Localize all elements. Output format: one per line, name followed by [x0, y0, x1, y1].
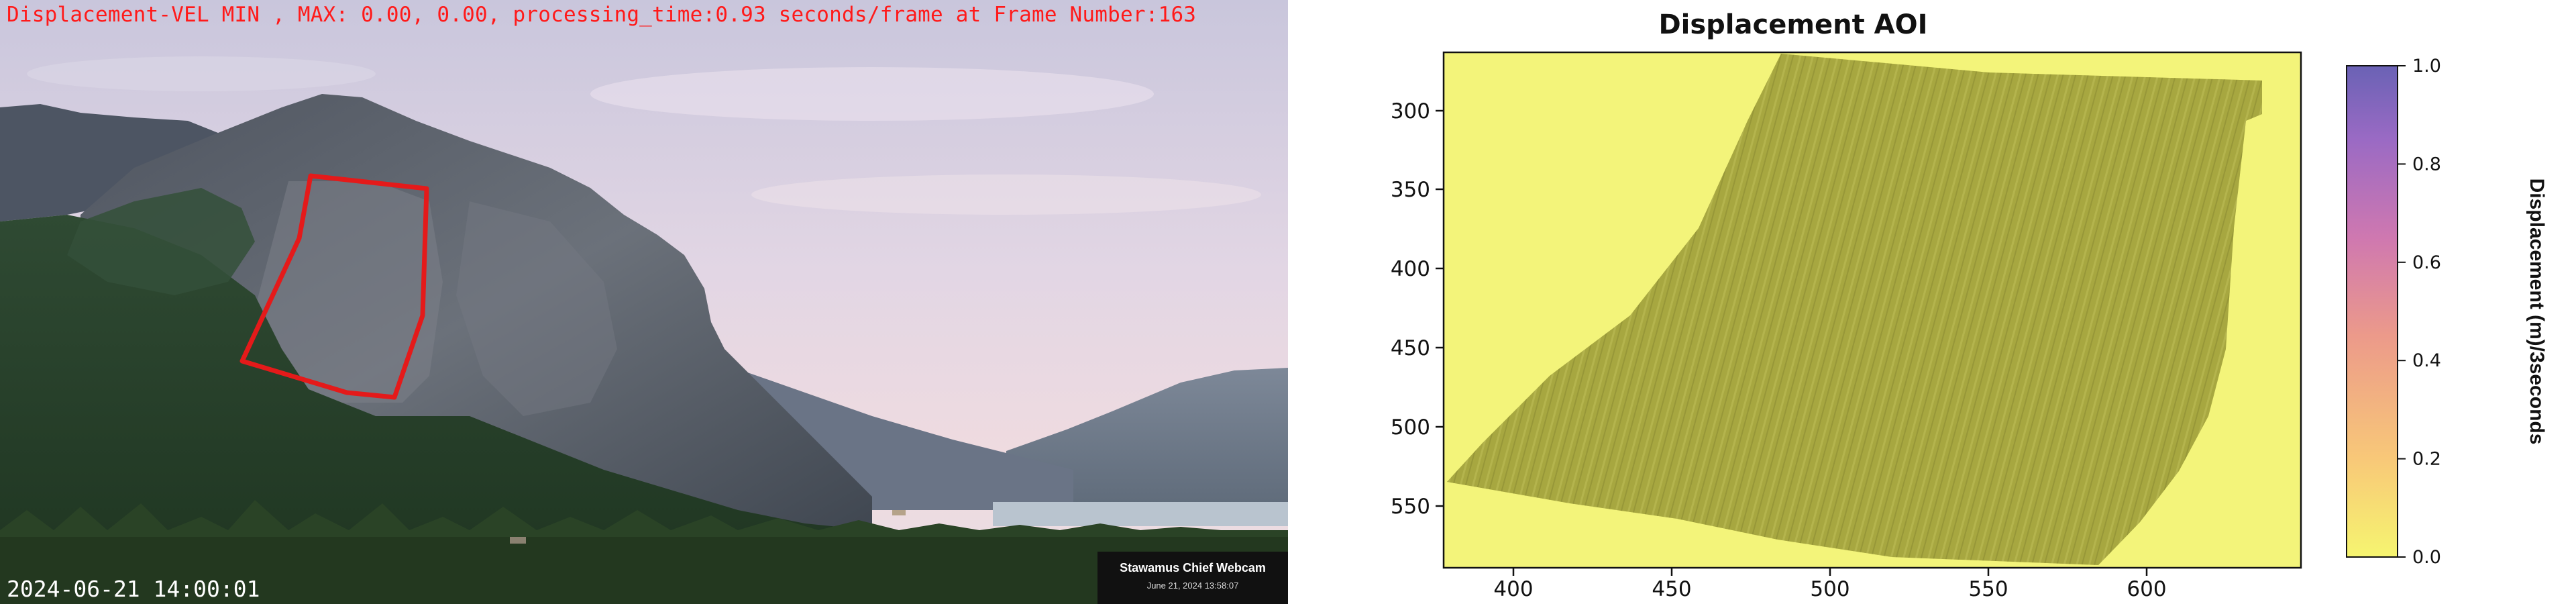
y-tick-label: 400: [1391, 257, 1430, 281]
colorbar-tick-label: 1.0: [2412, 56, 2441, 77]
y-tick-label: 300: [1391, 99, 1430, 123]
webcam-badge: Stawamus Chief Webcam June 21, 2024 13:5…: [1097, 552, 1288, 604]
processing-status-text: Displacement-VEL MIN , MAX: 0.00, 0.00, …: [7, 3, 1197, 27]
y-tick-label: 550: [1391, 495, 1430, 519]
colorbar-tick-label: 0.0: [2412, 547, 2441, 568]
y-tick-label: 500: [1391, 415, 1430, 440]
y-tick-label: 350: [1391, 178, 1430, 202]
webcam-scene: [0, 0, 1288, 604]
y-tick-label: 450: [1391, 336, 1430, 360]
y-axis: 300 350 400 450 500 550: [1391, 99, 1444, 519]
colorbar-tick-label: 0.2: [2412, 449, 2441, 470]
colorbar-tick-label: 0.6: [2412, 252, 2441, 273]
webcam-badge-subtitle: June 21, 2024 13:58:07: [1146, 581, 1239, 591]
plot-frame: [1442, 51, 2302, 569]
x-tick-label: 400: [1493, 577, 1533, 601]
aoi-displacement-region: [1447, 54, 2262, 565]
webcam-frame: Displacement-VEL MIN , MAX: 0.00, 0.00, …: [0, 0, 1288, 604]
colorbar: [2346, 65, 2398, 558]
colorbar-ticks: 0.0 0.2 0.4 0.6 0.8 1.0: [2398, 56, 2441, 568]
displacement-plot: Displacement AOI 300 350 400 450 500 550 400 4…: [1288, 0, 2576, 604]
colorbar-label: Displacement (m)/3seconds: [2526, 179, 2548, 445]
aoi-outline: [239, 173, 429, 400]
frame-timestamp: 2024-06-21 14:00:01: [7, 576, 260, 602]
webcam-badge-title: Stawamus Chief Webcam: [1120, 561, 1266, 574]
x-tick-label: 550: [1968, 577, 2008, 601]
x-tick-label: 450: [1652, 577, 1691, 601]
colorbar-tick-label: 0.4: [2412, 350, 2441, 371]
colorbar-tick-label: 0.8: [2412, 154, 2441, 174]
x-axis: 400 450 500 550 600: [1493, 568, 2167, 601]
plot-title: Displacement AOI: [1658, 9, 1927, 40]
x-tick-label: 600: [2127, 577, 2166, 601]
x-tick-label: 500: [1810, 577, 1849, 601]
